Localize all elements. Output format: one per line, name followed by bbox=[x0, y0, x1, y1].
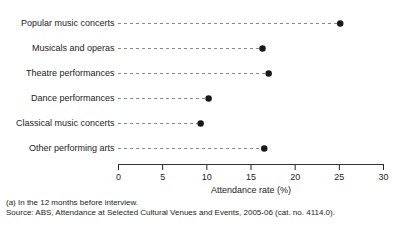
svg-text:Other performing arts: Other performing arts bbox=[29, 143, 115, 153]
svg-text:Classical music concerts: Classical music concerts bbox=[16, 118, 115, 128]
svg-text:15: 15 bbox=[246, 172, 256, 182]
svg-text:30: 30 bbox=[378, 172, 388, 182]
svg-text:5: 5 bbox=[160, 172, 165, 182]
svg-text:Musicals and operas: Musicals and operas bbox=[32, 43, 115, 53]
svg-text:25: 25 bbox=[334, 172, 344, 182]
svg-text:Attendance rate (%): Attendance rate (%) bbox=[211, 185, 291, 195]
html-text:Source: ABS, Attendance at Sel: Source: ABS, Attendance at Selected Cult… bbox=[6, 208, 335, 217]
svg-text:0: 0 bbox=[116, 172, 121, 182]
svg-text:Theatre performances: Theatre performances bbox=[26, 68, 115, 78]
svg-text:20: 20 bbox=[290, 172, 300, 182]
svg-text:10: 10 bbox=[202, 172, 212, 182]
svg-text:Popular music concerts: Popular music concerts bbox=[21, 18, 115, 28]
svg-text:Dance performances: Dance performances bbox=[31, 93, 115, 103]
html-text:(a) In the 12 months before in: (a) In the 12 months before interview. bbox=[6, 198, 139, 207]
